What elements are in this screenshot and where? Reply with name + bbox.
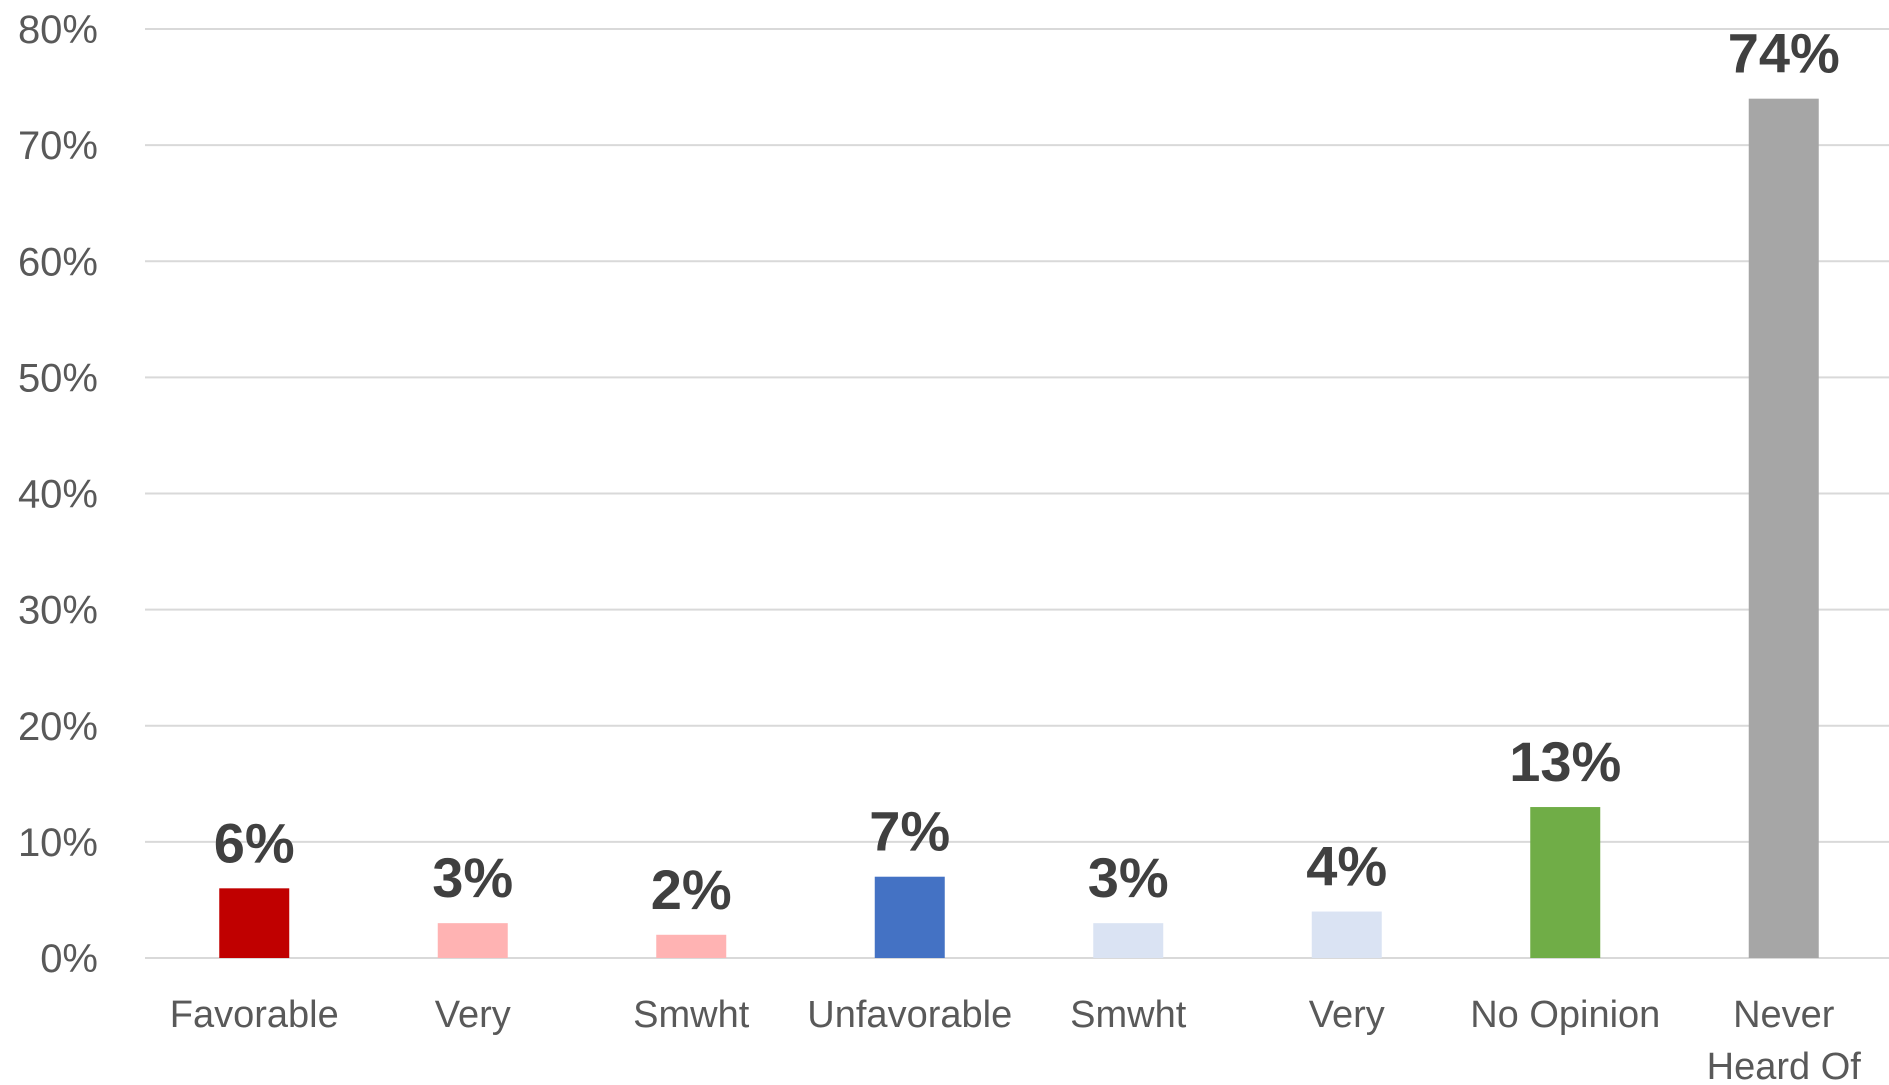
y-tick-label: 70% xyxy=(18,124,98,168)
x-tick-label: Never xyxy=(1733,994,1835,1036)
bar xyxy=(437,923,508,958)
x-axis-categories: Favorable Very Smwht Unfavorable Smwht Very No… xyxy=(170,994,1862,1085)
bars xyxy=(219,98,1819,959)
data-labels: 6% 3% 2% 7% 3% 4% 13% 74% xyxy=(214,22,1840,921)
bar xyxy=(1530,807,1601,958)
data-label: 4% xyxy=(1306,835,1387,898)
y-tick-label: 40% xyxy=(18,473,98,517)
y-tick-label: 80% xyxy=(18,8,98,52)
x-tick-label: Favorable xyxy=(170,994,339,1036)
data-label: 3% xyxy=(432,846,513,909)
y-tick-label: 60% xyxy=(18,240,98,284)
y-tick-label: 30% xyxy=(18,589,98,633)
gridlines xyxy=(145,28,1889,959)
x-tick-label: Very xyxy=(435,994,511,1036)
bar xyxy=(656,934,727,958)
data-label: 6% xyxy=(214,811,295,874)
bar xyxy=(874,876,945,958)
x-tick-label: Smwht xyxy=(1070,994,1187,1036)
y-axis-ticks: 0% 10% 20% 30% 40% 50% 60% 70% 80% xyxy=(18,8,98,981)
data-label: 7% xyxy=(869,800,950,863)
x-tick-label: Unfavorable xyxy=(807,994,1012,1036)
bar xyxy=(1748,98,1819,959)
data-label: 3% xyxy=(1088,846,1169,909)
data-label: 2% xyxy=(651,858,732,921)
bar xyxy=(1311,911,1382,958)
x-tick-label: Very xyxy=(1309,994,1385,1036)
bar xyxy=(219,888,290,958)
x-tick-label: Smwht xyxy=(633,994,750,1036)
x-tick-label: Heard Of xyxy=(1707,1046,1862,1085)
y-tick-label: 50% xyxy=(18,356,98,400)
y-tick-label: 0% xyxy=(40,937,98,981)
x-tick-label: No Opinion xyxy=(1470,994,1660,1036)
data-label: 74% xyxy=(1728,22,1840,85)
data-label: 13% xyxy=(1509,730,1621,793)
y-tick-label: 10% xyxy=(18,821,98,865)
bar xyxy=(1093,923,1164,958)
y-tick-label: 20% xyxy=(18,705,98,749)
